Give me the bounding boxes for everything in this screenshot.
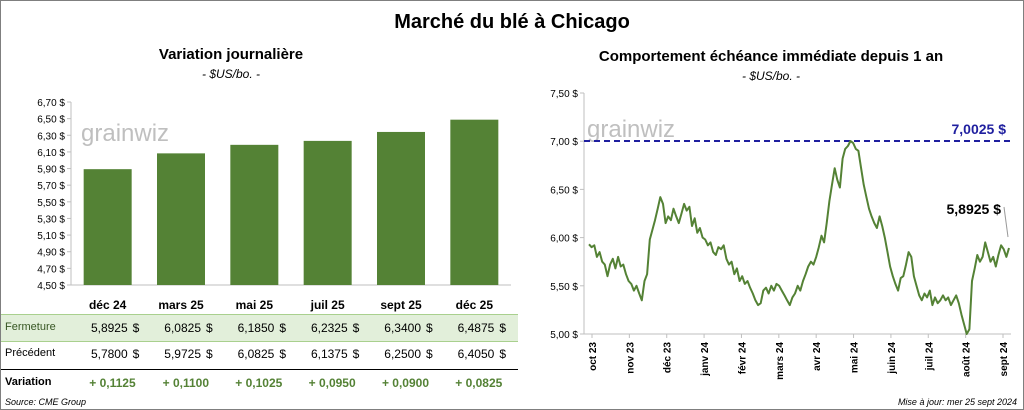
table-cell-unit: $ — [206, 321, 213, 335]
bar-1 — [157, 153, 205, 285]
table-cell: 6,4050 — [457, 347, 495, 361]
daily-bar-chart: 6,70 $ 6,50 $ 6,30 $ 6,10 $ 5,90 $ 5,70 $ 5,50… — [37, 98, 511, 292]
left-y-tick-label: 6,70 $ — [37, 98, 65, 109]
table-cell: 5,8925 — [90, 321, 128, 335]
bar-category-label: mars 25 — [158, 298, 204, 312]
right-x-tick-label: août 24 — [962, 342, 973, 377]
table-row-label: Précédent — [5, 347, 56, 359]
left-y-tick-label: 5,90 $ — [37, 165, 65, 176]
table-cell-unit: $ — [426, 321, 433, 335]
table-cell-unit: $ — [352, 347, 360, 361]
right-y-tick-label: 5,00 $ — [550, 330, 578, 341]
right-x-tick-label: avr 24 — [812, 342, 823, 371]
bar-3 — [303, 140, 352, 285]
left-y-tick-label: 6,10 $ — [37, 148, 65, 159]
left-y-tick-label: 6,50 $ — [37, 115, 65, 126]
bar-category-label: déc 25 — [455, 298, 493, 312]
table-cell: 6,0825 — [164, 321, 201, 335]
right-x-tick-label: janv 24 — [700, 342, 711, 377]
table-cell-unit: $ — [279, 347, 287, 361]
left-y-tick-label: 4,90 $ — [37, 248, 65, 259]
table-cell-unit: $ — [279, 321, 287, 335]
right-x-tick-label: juin 24 — [887, 342, 898, 375]
left-y-tick-label: 5,70 $ — [37, 181, 65, 192]
grainwiz-logo-right: grainwiz — [587, 116, 675, 143]
source-note: Source: CME Group — [5, 397, 87, 407]
bar-category-label: sept 25 — [380, 298, 422, 312]
table-cell: 6,2500 — [384, 347, 421, 361]
table-cell-unit: $ — [499, 347, 507, 361]
table-cell: 6,3400 — [384, 321, 421, 335]
right-x-tick-label: déc 23 — [663, 342, 674, 374]
price-line — [588, 140, 1010, 335]
table-row-label: Fermeture — [5, 321, 56, 333]
table-row-precedent: Précédent 5,7800 $5,9725 $6,0825 $6,1375 $6,2… — [1, 341, 518, 367]
bar-category-label: mai 25 — [235, 298, 273, 312]
bar-category-label: déc 24 — [88, 298, 127, 312]
high-value-label: 7,0025 $ — [952, 121, 1007, 137]
table-cell-unit: $ — [132, 321, 140, 335]
table-cell: 5,9725 — [164, 347, 201, 361]
right-x-tick-label: nov 23 — [625, 342, 636, 374]
table-cell: + 0,1125 — [89, 376, 136, 390]
grainwiz-logo: grainwiz — [81, 120, 169, 147]
table-cell: + 0,0900 — [381, 376, 429, 390]
table-cell-unit: $ — [206, 347, 213, 361]
bar-5 — [450, 119, 499, 285]
table-cell: 5,7800 — [90, 347, 128, 361]
table-cell: 6,2325 — [310, 321, 348, 335]
right-chart-title: Comportement échéance immédiate depuis 1… — [598, 48, 944, 65]
main-title: Marché du blé à Chicago — [394, 11, 630, 33]
left-y-tick-label: 5,30 $ — [37, 214, 65, 225]
table-cell: 6,0825 — [237, 347, 275, 361]
left-y-tick-label: 5,50 $ — [37, 198, 65, 209]
right-y-tick-label: 5,50 $ — [550, 282, 578, 293]
table-cell: + 0,0950 — [308, 376, 356, 390]
right-x-tick-label: mars 24 — [775, 342, 786, 380]
left-y-tick-label: 4,70 $ — [37, 264, 65, 275]
right-x-tick-label: oct 23 — [588, 342, 599, 371]
last-value-label: 5,8925 $ — [947, 201, 1002, 217]
table-cell-unit: $ — [499, 321, 507, 335]
right-y-tick-label: 7,00 $ — [550, 137, 578, 148]
table-row-fermeture: Fermeture 5,8925 $6,0825 $6,1850 $6,2325 $6,3… — [1, 314, 518, 342]
right-y-tick-label: 6,50 $ — [550, 185, 578, 196]
bar-category-label: juil 25 — [310, 298, 345, 312]
bar-2 — [230, 144, 279, 285]
table-cell-unit: $ — [132, 347, 140, 361]
update-note: Mise à jour: mer 25 sept 2024 — [897, 397, 1017, 407]
left-y-tick-label: 6,30 $ — [37, 131, 65, 142]
table-cell: 6,1850 — [237, 321, 275, 335]
left-chart-subtitle: - $US/bo. - — [201, 67, 261, 81]
right-x-tick-label: sept 24 — [999, 342, 1010, 377]
table-cell: + 0,0825 — [455, 376, 503, 390]
table-row-variation: Variation + 0,1125 + 0,1100 + 0,1025 + 0,095… — [1, 369, 518, 396]
bar-4 — [377, 131, 425, 285]
table-cell: 6,4875 — [457, 321, 495, 335]
table-cell: + 0,1100 — [162, 376, 209, 390]
bar-0 — [83, 169, 132, 285]
left-y-tick-label: 4,50 $ — [37, 281, 65, 292]
right-x-tick-label: févr 24 — [737, 342, 748, 375]
right-x-tick-label: juil 24 — [924, 342, 935, 372]
table-cell-unit: $ — [352, 321, 360, 335]
last-value-leader — [1003, 206, 1009, 238]
right-x-tick-label: mai 24 — [850, 342, 861, 374]
right-y-tick-label: 7,50 $ — [550, 89, 578, 100]
right-y-tick-label: 6,00 $ — [550, 234, 578, 245]
table-cell: 6,1375 — [310, 347, 348, 361]
table-cell: + 0,1025 — [235, 376, 283, 390]
left-y-tick-label: 5,10 $ — [37, 231, 65, 242]
table-cell-unit: $ — [426, 347, 433, 361]
left-chart-title: Variation journalière — [158, 46, 304, 63]
right-chart-subtitle: - $US/bo. - — [741, 69, 801, 83]
table-row-label: Variation — [5, 376, 52, 388]
